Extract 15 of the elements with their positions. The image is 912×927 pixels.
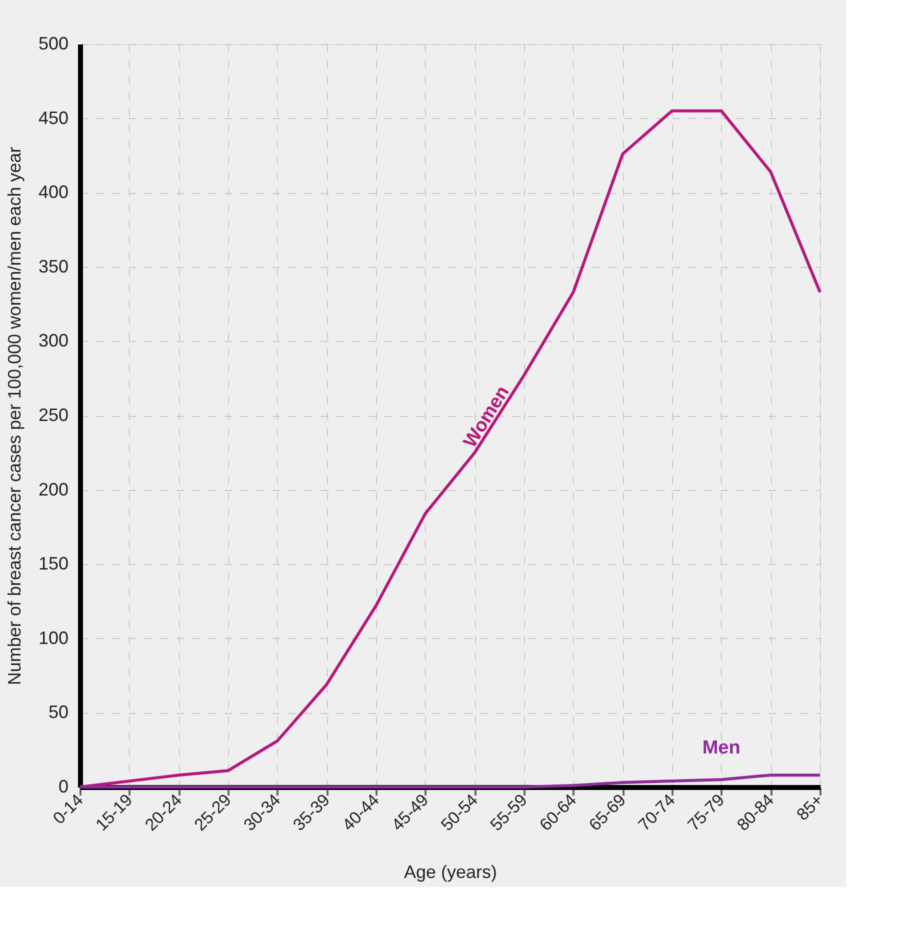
y-tick-label: 400	[38, 182, 68, 202]
y-tick-label: 300	[38, 330, 68, 351]
y-tick-label: 250	[38, 405, 68, 425]
y-tick-label: 350	[38, 256, 68, 276]
y-tick-label: 150	[38, 554, 68, 574]
series-label: Men	[702, 738, 740, 759]
y-tick-label: 500	[38, 34, 68, 54]
y-axis-title: Number of breast cancer cases per 100,000 women/men each year	[4, 146, 24, 686]
y-tick-label: 50	[48, 702, 68, 722]
x-tick-label: 85+	[793, 790, 827, 824]
y-tick-label: 0	[58, 776, 68, 796]
y-tick-label: 450	[38, 108, 68, 128]
y-tick-label: 100	[38, 628, 68, 648]
x-axis-title: Age (years)	[404, 862, 498, 882]
y-tick-label: 200	[38, 479, 68, 500]
